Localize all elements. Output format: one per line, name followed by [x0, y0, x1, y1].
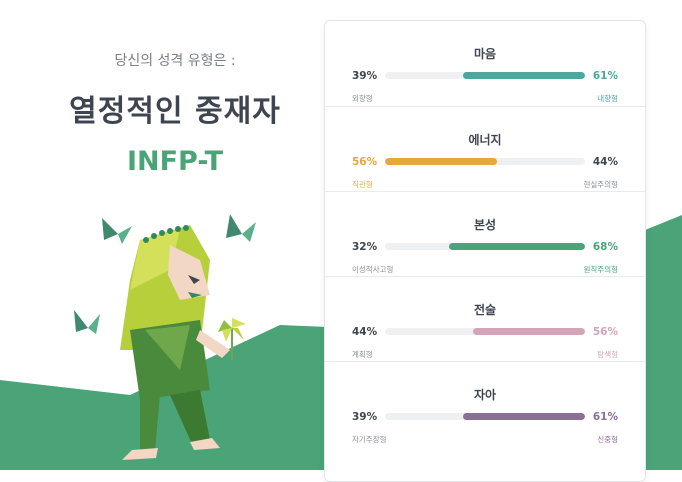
type-code: INFP-T — [126, 146, 224, 177]
trait-row-energy: 에너지 56% 44% 직관형 현실주의형 — [325, 106, 645, 192]
trait-bar — [385, 72, 585, 79]
trait-left-label: 계획형 — [352, 350, 373, 359]
butterfly-icon — [74, 310, 100, 334]
trait-bar — [385, 328, 585, 335]
trait-right-label: 현실주의형 — [583, 180, 619, 189]
trait-bar-fill — [385, 158, 497, 165]
trait-left-label: 외향형 — [352, 94, 373, 103]
trait-left-label: 자기주장형 — [352, 435, 387, 444]
trait-right-percent: 61% — [592, 70, 618, 82]
trait-left-label: 이성적사고형 — [352, 265, 394, 274]
trait-right-percent: 68% — [592, 241, 618, 253]
trait-bar-fill — [463, 72, 585, 79]
trait-title: 전술 — [473, 303, 497, 317]
mediator-character-illustration — [74, 214, 256, 460]
trait-bar-fill — [449, 243, 585, 250]
pinwheel-icon — [218, 318, 246, 360]
trait-left-percent: 39% — [352, 70, 378, 82]
trait-left-percent: 56% — [352, 156, 378, 168]
result-lead-text: 당신의 성격 유형은 : — [114, 53, 236, 69]
trait-right-label: 탐색형 — [597, 350, 618, 359]
trait-right-label: 원칙주의형 — [583, 265, 619, 274]
trait-bar-fill — [473, 328, 585, 335]
trait-bar — [385, 243, 585, 250]
trait-row-identity: 자아 39% 61% 자기주장형 신중형 — [325, 361, 645, 447]
trait-row-tactics: 전술 44% 56% 계획형 탐색형 — [325, 276, 645, 362]
trait-left-percent: 32% — [352, 241, 378, 253]
trait-title: 자아 — [473, 388, 497, 402]
trait-right-label: 신중형 — [597, 435, 618, 444]
butterfly-icon — [102, 218, 132, 244]
trait-bar — [385, 158, 585, 165]
trait-right-percent: 61% — [592, 411, 618, 423]
trait-right-label: 내향형 — [597, 94, 618, 103]
trait-left-percent: 44% — [352, 326, 378, 338]
trait-title: 본성 — [473, 218, 497, 232]
butterfly-icon — [226, 214, 256, 242]
trait-row-nature: 본성 32% 68% 이성적사고형 원칙주의형 — [325, 191, 645, 277]
trait-bar-fill — [463, 413, 585, 420]
trait-title: 마음 — [473, 47, 497, 61]
trait-bar — [385, 413, 585, 420]
trait-row-mind: 마음 39% 61% 외향형 내향형 — [325, 21, 645, 106]
personality-name: 열정적인 중재자 — [69, 94, 281, 129]
trait-left-label: 직관형 — [352, 180, 373, 189]
trait-right-percent: 44% — [592, 156, 618, 168]
trait-title: 에너지 — [468, 133, 502, 147]
trait-results-card: 마음 39% 61% 외향형 내향형 에너지 56% 44% 직관형 현실주의형… — [324, 20, 646, 482]
trait-left-percent: 39% — [352, 411, 378, 423]
trait-right-percent: 56% — [592, 326, 618, 338]
